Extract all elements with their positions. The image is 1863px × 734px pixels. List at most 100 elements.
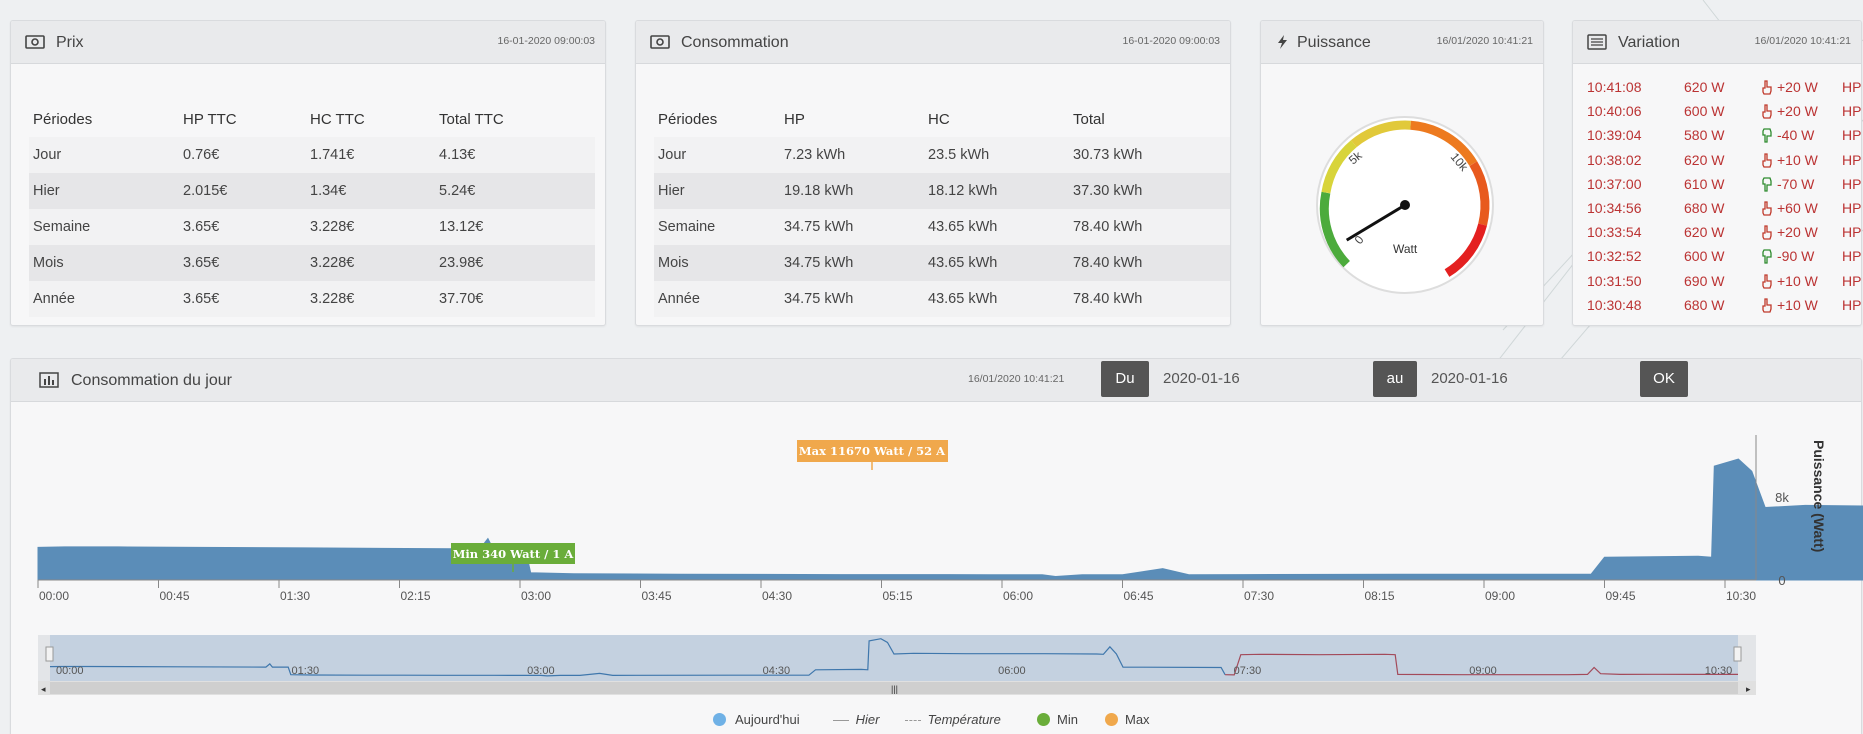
date-from-input[interactable]: 2020-01-16 <box>1149 361 1371 397</box>
prix-panel-header: Prix 16-01-2020 09:00:03 <box>11 21 605 64</box>
date-to-input[interactable]: 2020-01-16 <box>1417 361 1639 397</box>
table-row: Mois 34.75 kWh 43.65 kWh 78.40 kWh <box>654 245 1230 281</box>
variation-row: 10:40:06 600 W +20 W HP <box>1587 103 1861 127</box>
variation-delta: +10 W <box>1777 151 1818 168</box>
table-cell: 1.34€ <box>306 173 435 209</box>
max-annotation: Max 11670 Watt / 52 A <box>797 440 948 470</box>
table-header: Périodes <box>33 110 93 128</box>
variation-row: 10:39:04 580 W -40 W HP <box>1587 127 1861 151</box>
x-tick-label: 09:00 <box>1485 589 1515 603</box>
scroll-left-arrow-icon[interactable]: ◂ <box>41 684 46 694</box>
table-row: Année 34.75 kWh 43.65 kWh 78.40 kWh <box>654 281 1230 317</box>
table-cell: 18.12 kWh <box>924 173 1069 209</box>
navigator-scrollbar-thumb[interactable] <box>50 682 1738 694</box>
consommation-table: Périodes HP HC Total Jour 7.23 kWh 23.5 kW… <box>654 101 1230 317</box>
legend-today[interactable]: Aujourd'hui <box>713 712 800 727</box>
variation-time: 10:39:04 <box>1587 127 1642 144</box>
variation-row: 10:31:50 690 W +10 W HP <box>1587 273 1861 297</box>
navigator-right-handle[interactable] <box>1733 646 1742 662</box>
variation-delta: -40 W <box>1777 127 1815 144</box>
table-header: Total <box>1073 110 1105 128</box>
hand-point-up-icon <box>1762 298 1772 313</box>
legend-label: Min <box>1057 712 1078 727</box>
variation-delta: -70 W <box>1777 175 1815 192</box>
legend-dot-today <box>713 713 726 726</box>
legend-dot-max <box>1105 713 1118 726</box>
variation-row: 10:41:08 620 W +20 W HP <box>1587 79 1861 103</box>
navigator-tick-label: 01:30 <box>292 665 320 677</box>
legend-temperature[interactable]: Température <box>905 712 1001 727</box>
variation-tarif: HP <box>1842 151 1862 168</box>
legend-yesterday[interactable]: Hier <box>833 712 879 727</box>
variation-row: 10:33:54 620 W +20 W HP <box>1587 224 1861 248</box>
table-cell: 43.65 kWh <box>924 245 1069 281</box>
max-annotation-label: Max 11670 Watt / 52 A <box>799 444 946 458</box>
scroll-right-arrow-icon[interactable]: ▸ <box>1746 684 1751 694</box>
x-tick-label: 09:45 <box>1605 589 1635 603</box>
variation-time: 10:38:02 <box>1587 151 1642 168</box>
table-cell: Hier <box>654 173 780 209</box>
navigator-selection[interactable] <box>50 635 1738 681</box>
daily-consumption-chart: 00:00 00:45 01:30 02:15 03:00 03:45 04:30 05:15… <box>37 435 1863 603</box>
x-tick-label: 01:30 <box>280 589 310 603</box>
variation-delta: +20 W <box>1777 103 1818 120</box>
consommation-title: Consommation <box>681 34 789 51</box>
table-row: Jour 7.23 kWh 23.5 kWh 30.73 kWh <box>654 137 1230 173</box>
navigator-tick-label: 04:30 <box>763 665 791 677</box>
variation-time: 10:32:52 <box>1587 248 1642 265</box>
table-cell: 78.40 kWh <box>1069 281 1230 317</box>
table-header: HC <box>928 110 950 128</box>
prix-panel: Prix 16-01-2020 09:00:03 Périodes HP TTC… <box>10 20 606 326</box>
variation-power: 580 W <box>1684 127 1725 144</box>
power-gauge: 0 5k 10k Watt <box>1316 116 1494 294</box>
table-header: HP <box>784 110 805 128</box>
variation-time: 10:33:54 <box>1587 224 1642 241</box>
hand-point-up-icon <box>1762 201 1772 216</box>
x-tick-label: 07:30 <box>1244 589 1274 603</box>
table-cell: 13.12€ <box>435 209 595 245</box>
table-cell: 23.5 kWh <box>924 137 1069 173</box>
table-row: Jour 0.76€ 1.741€ 4.13€ <box>29 137 595 173</box>
hand-point-down-icon <box>1762 128 1772 144</box>
table-cell: 34.75 kWh <box>780 209 924 245</box>
variation-delta: +20 W <box>1777 79 1818 95</box>
table-header: HC TTC <box>310 110 365 128</box>
x-tick-label: 00:00 <box>39 589 69 603</box>
y-axis-title: Puissance (Watt) <box>1811 440 1827 552</box>
y-tick-label: 0 <box>1778 573 1785 588</box>
variation-row: 10:32:52 600 W -90 W HP <box>1587 248 1861 272</box>
variation-tarif: HP <box>1842 127 1862 144</box>
list-icon <box>1587 34 1607 50</box>
ok-button[interactable]: OK <box>1640 361 1688 397</box>
variation-tarif: HP <box>1842 224 1862 241</box>
puissance-timestamp: 16/01/2020 10:41:21 <box>1436 35 1533 47</box>
legend-max[interactable]: Max <box>1105 712 1150 727</box>
hand-point-up-icon <box>1762 152 1772 168</box>
hand-point-up-icon <box>1762 104 1772 119</box>
legend-label: Hier <box>855 712 880 727</box>
consommation-panel-header: Consommation 16-01-2020 09:00:03 <box>636 21 1230 64</box>
range-navigator[interactable]: 00:00 01:30 03:00 04:30 06:00 07:30 09:00 10:30… <box>0 633 1863 698</box>
table-cell: 19.18 kWh <box>780 173 924 209</box>
table-cell: Mois <box>29 245 179 281</box>
table-cell: 23.98€ <box>435 245 595 281</box>
table-cell: 3.228€ <box>306 209 435 245</box>
daily-title: Consommation du jour <box>71 372 232 389</box>
navigator-left-handle[interactable] <box>45 646 54 662</box>
legend-min[interactable]: Min <box>1037 712 1078 727</box>
gauge-needle <box>1345 203 1406 242</box>
x-tick-label: 03:00 <box>521 589 551 603</box>
legend-dash-icon <box>905 720 921 722</box>
table-cell: 37.70€ <box>435 281 595 317</box>
series-area-hp <box>37 458 1863 581</box>
variation-panel: Variation 16/01/2020 10:41:21 10:41:08 62… <box>1572 20 1862 326</box>
puissance-panel-header: Puissance 16/01/2020 10:41:21 <box>1261 21 1543 64</box>
scroll-grip-icon[interactable]: ||| <box>891 684 898 694</box>
table-cell: 2.015€ <box>179 173 306 209</box>
legend-dot-min <box>1037 713 1050 726</box>
prix-table: Périodes HP TTC HC TTC Total TTC Jour 0.7… <box>29 101 595 317</box>
variation-time: 10:30:48 <box>1587 296 1642 313</box>
legend-label: Aujourd'hui <box>735 712 800 727</box>
variation-power: 680 W <box>1684 200 1725 216</box>
table-cell: 4.13€ <box>435 137 595 173</box>
